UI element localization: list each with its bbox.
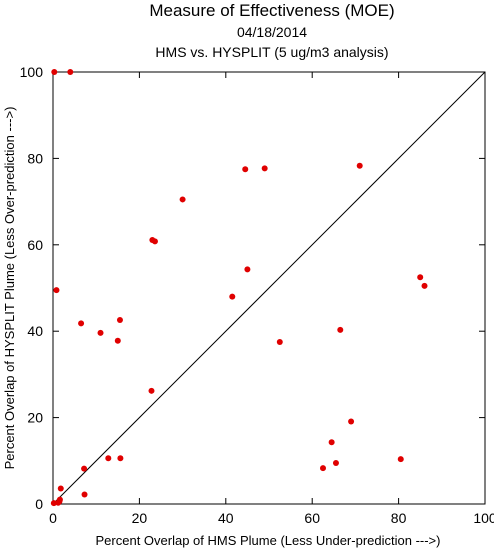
data-point [244,266,251,273]
data-point [261,165,268,172]
chart-analysis-subtitle: HMS vs. HYSPLIT (5 ug/m3 analysis) [155,44,388,60]
data-point [179,196,186,203]
data-point [356,162,363,169]
data-point [332,459,339,466]
data-point [56,496,63,503]
data-point [242,166,249,173]
x-axis-label: Percent Overlap of HMS Plume (Less Under… [96,533,441,548]
data-point [78,320,85,327]
plot-frame [52,71,486,505]
data-point [117,455,124,462]
x-tick-label: 80 [391,510,407,526]
data-point [229,293,236,300]
x-tick-label: 60 [304,510,320,526]
data-point [105,455,112,462]
data-point [397,456,404,463]
data-point [53,287,60,294]
chart-title: Measure of Effectiveness (MOE) [149,1,394,20]
data-point [51,69,58,75]
x-tick-label: 0 [49,510,57,526]
data-point [276,339,283,345]
data-point [337,326,344,333]
data-point [81,465,88,472]
data-point [328,439,335,446]
y-tick-label: 40 [27,323,43,339]
y-tick-label: 0 [35,496,43,512]
data-point [114,337,121,344]
reference-line-one-to-one [52,71,486,505]
data-point [57,485,64,492]
y-axis-label: Percent Overlap of HYSPLIT Plume (Less O… [2,107,17,470]
data-point [67,69,74,75]
data-point [148,387,155,394]
y-tick-label: 80 [27,150,43,166]
y-tick-label: 60 [27,237,43,253]
x-tick-label: 20 [132,510,148,526]
data-point [97,329,104,336]
x-tick-label: 40 [218,510,234,526]
chart-date: 04/18/2014 [237,24,307,40]
data-point [81,491,88,498]
data-point [320,465,326,472]
y-tick-label: 100 [20,64,44,80]
data-point [348,418,355,425]
data-point [116,316,123,323]
y-tick-label: 20 [27,410,43,426]
data-point [417,274,424,281]
data-point [421,282,428,289]
data-point [151,238,158,245]
x-tick-label: 100 [473,510,494,526]
data-point [50,500,57,507]
